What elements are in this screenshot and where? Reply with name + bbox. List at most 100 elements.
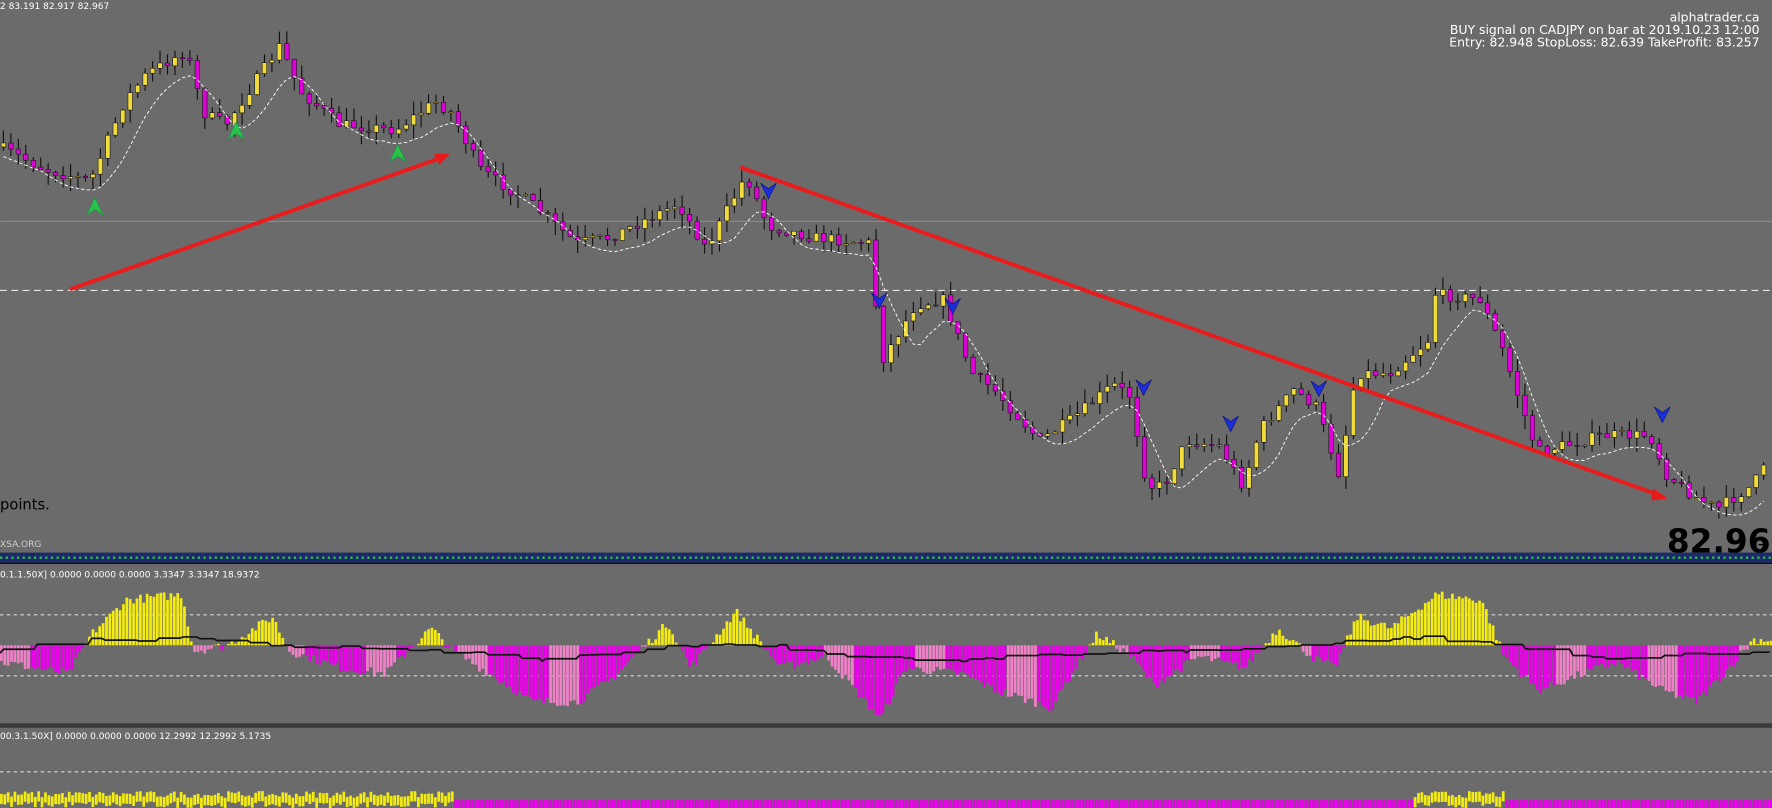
candle-body bbox=[1529, 415, 1535, 441]
hist-bar bbox=[1047, 645, 1051, 711]
hist-bar bbox=[1681, 645, 1685, 699]
hist-bar bbox=[1322, 645, 1325, 662]
candle-body bbox=[522, 194, 529, 197]
hist-bar bbox=[800, 645, 803, 663]
hist-bar bbox=[1671, 645, 1675, 692]
candle-body bbox=[366, 130, 372, 133]
candle-body bbox=[217, 112, 223, 117]
candle-body bbox=[1030, 426, 1036, 434]
hist-bar bbox=[532, 645, 536, 701]
hist-bar bbox=[481, 800, 485, 808]
hist-bar bbox=[335, 792, 339, 803]
hist-bar bbox=[1457, 596, 1461, 646]
hist-bar bbox=[1722, 645, 1725, 678]
hist-bar bbox=[1413, 797, 1417, 808]
hist-bar bbox=[1549, 645, 1553, 682]
hist-bar bbox=[1725, 800, 1729, 808]
hist-bar bbox=[264, 620, 268, 646]
hist-bar bbox=[1420, 792, 1424, 803]
candle-body bbox=[761, 198, 767, 218]
hist-bar bbox=[1590, 800, 1593, 808]
hist-bar bbox=[1237, 645, 1241, 671]
hist-bar bbox=[488, 645, 491, 674]
hist-bar bbox=[983, 645, 986, 688]
hist-bar bbox=[979, 800, 983, 808]
hist-bar bbox=[1112, 800, 1115, 808]
hist-bar bbox=[254, 792, 258, 804]
hist-bar bbox=[84, 793, 88, 805]
candle-body bbox=[1574, 444, 1580, 447]
hist-bar bbox=[559, 645, 563, 706]
hist-bar bbox=[250, 628, 254, 646]
candle-body bbox=[1671, 479, 1677, 483]
hist-bar bbox=[1247, 645, 1251, 659]
hist-bar bbox=[13, 645, 17, 663]
hist-bar bbox=[284, 792, 288, 803]
hist-bar bbox=[1674, 800, 1678, 808]
hist-bar bbox=[1393, 800, 1397, 808]
hist-bar bbox=[1437, 594, 1441, 646]
candle-body bbox=[866, 239, 872, 244]
hist-bar bbox=[559, 800, 563, 808]
hist-bar bbox=[1322, 800, 1325, 808]
candle-body bbox=[1291, 388, 1297, 396]
candle-body bbox=[1604, 433, 1610, 438]
hist-bar bbox=[844, 645, 847, 675]
hist-bar bbox=[1203, 800, 1207, 808]
hist-bar bbox=[6, 792, 10, 803]
candle-body bbox=[955, 321, 961, 334]
hist-bar bbox=[23, 791, 27, 802]
hist-bar bbox=[352, 797, 356, 808]
hist-bar bbox=[969, 645, 973, 678]
hist-bar bbox=[1623, 800, 1627, 808]
hist-bar bbox=[484, 645, 488, 676]
hist-bar bbox=[474, 800, 478, 808]
hist-bar bbox=[1213, 800, 1217, 808]
hist-bar bbox=[393, 795, 397, 806]
hist-bar bbox=[1101, 800, 1105, 808]
hist-bar bbox=[1244, 645, 1247, 668]
hist-bar bbox=[661, 800, 664, 808]
hist-bar bbox=[478, 800, 481, 808]
hist-bar bbox=[230, 792, 234, 803]
hist-bar bbox=[494, 800, 498, 808]
hist-bar bbox=[664, 800, 668, 808]
candle-body bbox=[515, 194, 521, 197]
hist-bar bbox=[27, 793, 30, 804]
hist-bar bbox=[1684, 645, 1688, 695]
hist-bar bbox=[1644, 800, 1647, 808]
hist-bar bbox=[745, 800, 749, 808]
hist-bar bbox=[1400, 800, 1403, 808]
hist-bar bbox=[471, 645, 474, 665]
hist-bar bbox=[759, 641, 763, 646]
hist-bar bbox=[1451, 593, 1454, 646]
hist-bar bbox=[308, 793, 312, 805]
hist-bar bbox=[1590, 645, 1593, 670]
hist-bar bbox=[1010, 645, 1014, 697]
candles bbox=[0, 31, 1767, 519]
hist-bar bbox=[976, 800, 980, 808]
hist-bar bbox=[1159, 800, 1163, 808]
hist-bar bbox=[1423, 602, 1427, 646]
hist-bar bbox=[1556, 645, 1559, 685]
candle-body bbox=[933, 304, 939, 307]
hist-bar bbox=[1708, 800, 1712, 808]
hist-bar bbox=[1508, 800, 1512, 808]
hist-bar bbox=[1529, 800, 1532, 808]
hist-bar bbox=[383, 645, 386, 677]
hist-bar bbox=[732, 613, 736, 646]
hist-bar bbox=[647, 638, 651, 646]
hist-bar bbox=[233, 643, 237, 646]
hist-bar bbox=[1189, 800, 1193, 808]
hist-bar bbox=[874, 800, 878, 808]
hist-bar bbox=[678, 800, 681, 808]
hist-bar bbox=[1613, 645, 1617, 666]
hist-bar bbox=[1481, 602, 1485, 646]
hist-bar bbox=[796, 800, 800, 808]
candle-body bbox=[1134, 396, 1140, 437]
hist-bar bbox=[549, 800, 552, 808]
hist-bar bbox=[1020, 800, 1024, 808]
hist-bar bbox=[1698, 645, 1702, 697]
hist-bar bbox=[1573, 645, 1576, 679]
hist-bar bbox=[81, 793, 85, 804]
